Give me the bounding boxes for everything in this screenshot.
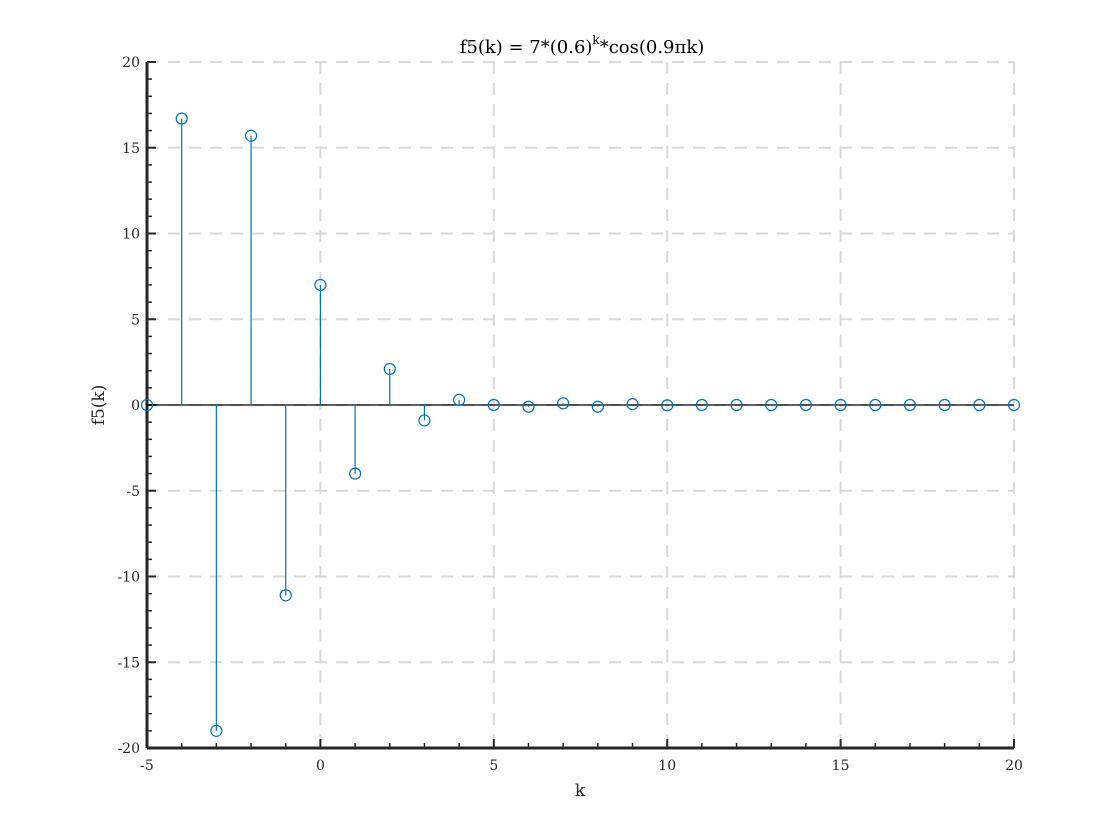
y-tick-label: 15	[122, 141, 140, 157]
y-tick-label: 0	[131, 398, 140, 414]
stem-marker	[314, 278, 327, 292]
y-tick-label: 10	[122, 227, 140, 243]
stem-marker	[175, 112, 188, 125]
stem-marker	[973, 398, 986, 412]
stem-marker	[383, 362, 396, 376]
x-tick-label: -5	[140, 758, 154, 774]
y-tick-label: -10	[117, 570, 140, 586]
stem-marker	[522, 400, 535, 413]
stem-marker	[626, 398, 639, 411]
stem-marker	[903, 398, 917, 412]
x-tick-label: 5	[489, 758, 498, 774]
stem-marker	[765, 398, 778, 412]
y-axis-label: f5(k)	[89, 385, 109, 426]
stem-marker	[591, 400, 604, 413]
stem-marker	[418, 414, 431, 427]
chart-title: f5(k) = 7*(0.6)k*cos(0.9πk)	[460, 33, 705, 58]
stem-marker	[487, 398, 500, 412]
stem-marker	[938, 398, 951, 412]
stem-marker	[1007, 398, 1021, 412]
stem-marker	[695, 398, 708, 412]
y-tick-label: -5	[126, 484, 140, 500]
stem-marker	[244, 129, 258, 142]
x-tick-label: 10	[658, 758, 676, 774]
stem-marker	[348, 467, 362, 480]
stem-marker	[279, 589, 292, 602]
y-tick-label: 5	[131, 312, 140, 328]
x-axis-label: k	[575, 781, 586, 801]
data-stems	[140, 112, 1021, 737]
stem-marker	[661, 399, 674, 412]
stem-marker	[799, 398, 813, 412]
stem-marker	[210, 724, 223, 737]
x-tick-label: 15	[832, 758, 850, 774]
stem-marker	[140, 398, 154, 412]
stem-marker	[869, 398, 882, 412]
y-tick-label: -15	[117, 655, 140, 671]
x-tick-label: 0	[316, 758, 325, 774]
stem-marker	[557, 397, 570, 410]
x-tick-label: 20	[1005, 758, 1023, 774]
y-tick-label: 20	[122, 55, 140, 71]
stem-marker	[834, 398, 847, 412]
y-tick-label: -20	[117, 741, 140, 757]
stem-marker	[453, 393, 466, 406]
axes-frame	[145, 61, 1015, 750]
stem-marker	[730, 398, 743, 412]
tick-labels: -5 0 5 10 15 20 -20 -15 -10 -5 0 5 10 15 20	[117, 55, 1022, 774]
